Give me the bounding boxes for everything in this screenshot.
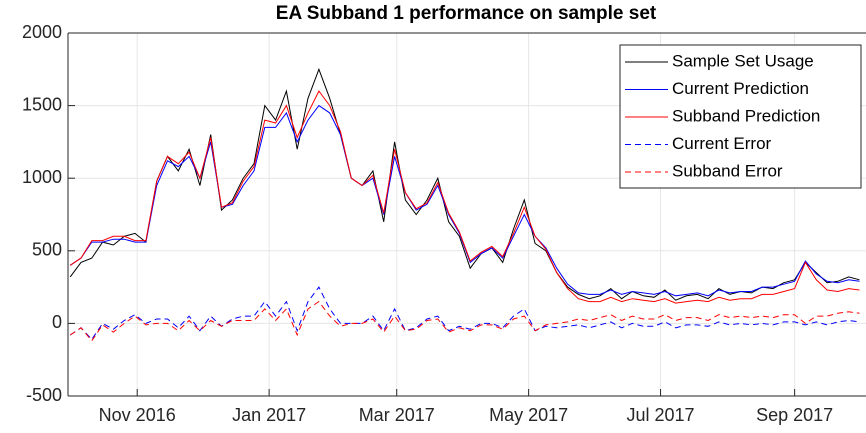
x-tick-label: Mar 2017 [359,405,435,425]
legend-label: Sample Set Usage [672,51,814,70]
series-line [69,300,860,342]
y-tick-label: 1500 [22,94,62,114]
legend: Sample Set Usage Current Prediction Subban… [619,44,862,189]
y-tick-label: 500 [32,240,62,260]
axes: -500 0 500 1000 1500 2000 Nov 2016 Jan 2017 Mar … [22,22,866,425]
plot-lines [69,67,860,342]
chart-title: EA Subband 1 performance on sample set [276,3,657,24]
series-line [69,286,860,341]
legend-label: Current Error [672,134,772,153]
x-tick-label: Jul 2017 [627,405,695,425]
x-tick-label: May 2017 [489,405,568,425]
legend-label: Current Prediction [672,79,809,98]
grid [68,32,866,397]
y-tick-label: 1000 [22,167,62,187]
series-line [69,67,860,301]
x-tick-label: Sep 2017 [756,405,833,425]
y-tick-label: 0 [52,312,62,332]
x-tick-label: Jan 2017 [232,405,306,425]
legend-label: Subband Prediction [672,106,820,125]
series-line [69,90,860,304]
y-tick-label: 2000 [22,22,62,42]
x-tick-label: Nov 2016 [99,405,176,425]
legend-label: Subband Error [672,161,783,180]
y-tick-label: -500 [26,385,62,405]
